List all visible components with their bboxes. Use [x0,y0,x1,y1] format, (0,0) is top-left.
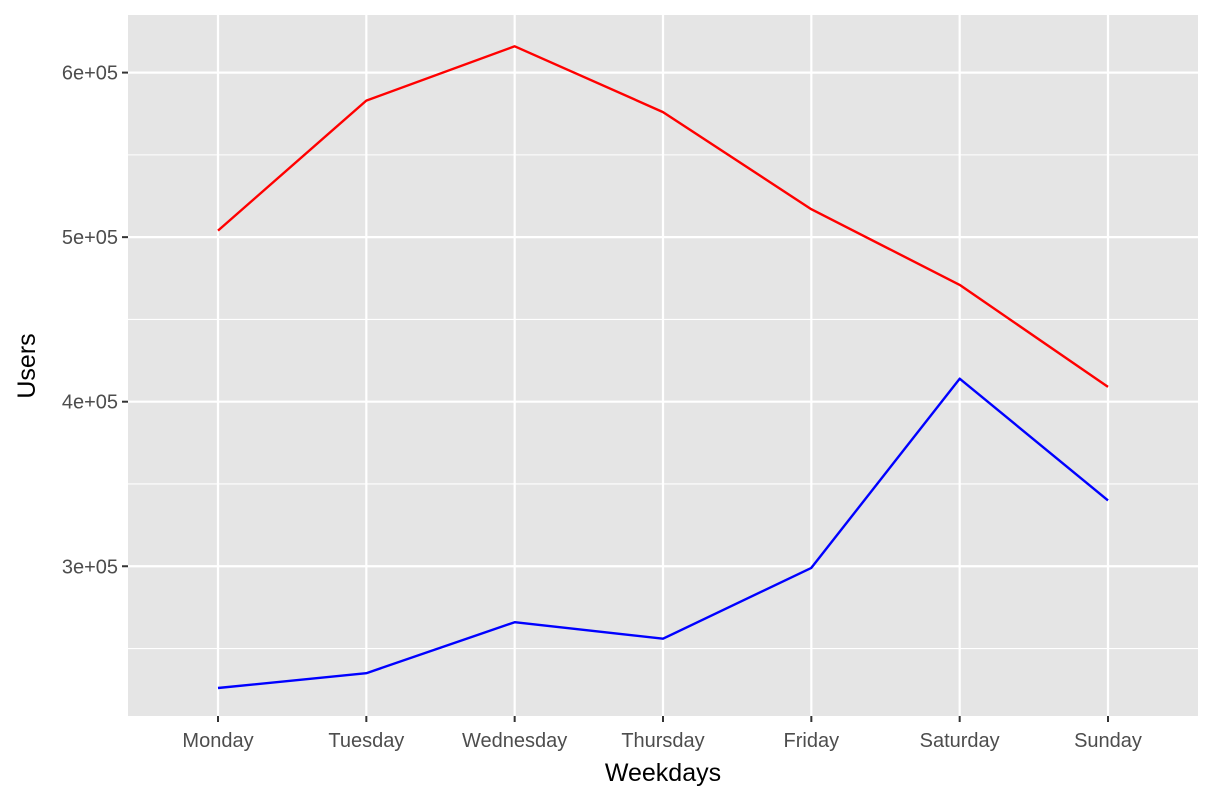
series-line-2 [217,377,1109,690]
y-axis-title: Users [13,333,41,398]
series-layer [217,45,1109,690]
x-axis-title: Weekdays [605,759,721,787]
grid-major [128,15,1198,716]
x-tick-label: Saturday [920,730,1000,752]
x-tick-label: Sunday [1074,730,1142,752]
y-tick-label: 4e+05 [62,392,118,414]
y-tick-label: 6e+05 [62,63,118,85]
x-axis: Monday Tuesday Wednesday Thursday Friday Satu… [182,716,1142,752]
x-tick-label: Wednesday [462,730,567,752]
y-tick-label: 5e+05 [62,227,118,249]
x-tick-label: Tuesday [328,730,404,752]
y-tick-label: 3e+05 [62,556,118,578]
y-axis: 3e+05 4e+05 5e+05 6e+05 [62,63,128,578]
series-line-1 [217,45,1109,388]
x-tick-label: Monday [182,730,253,752]
x-tick-label: Thursday [621,730,704,752]
x-tick-label: Friday [784,730,840,752]
